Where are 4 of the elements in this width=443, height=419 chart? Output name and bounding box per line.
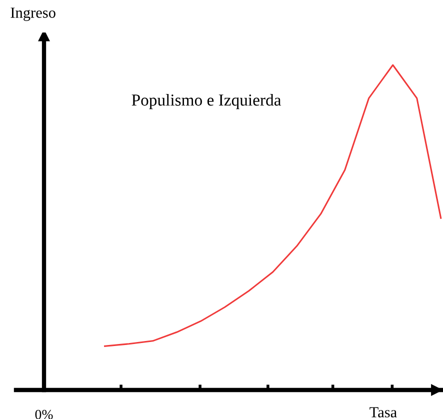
text: Populismo e Izquierda xyxy=(132,94,282,110)
y-axis-title: Ingreso xyxy=(10,8,56,21)
x-axis-title: Tasa xyxy=(370,407,397,418)
text: 0% xyxy=(35,410,53,419)
